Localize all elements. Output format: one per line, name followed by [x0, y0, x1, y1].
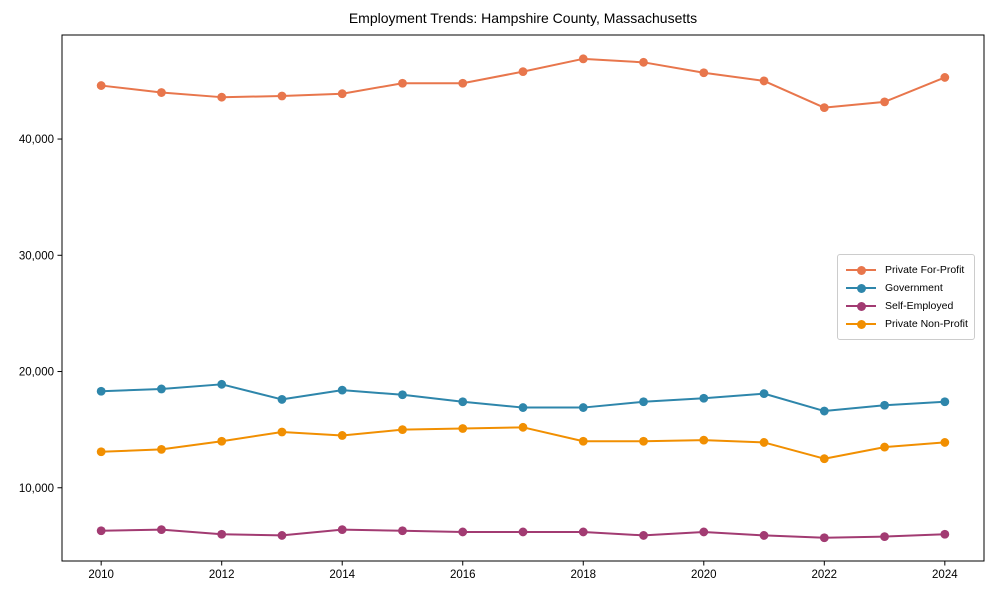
series-line-private-for-profit	[101, 57, 946, 109]
data-point-government-2012	[217, 379, 227, 389]
data-point-self-employed-2011	[157, 525, 166, 535]
legend-item-private-for-profit: Private For-Profit	[846, 261, 966, 279]
data-point-private-for-profit-2019	[639, 57, 648, 67]
legend-item-self-employed: Self-Employed	[846, 297, 966, 315]
data-point-private-for-profit-2010	[96, 81, 106, 90]
data-point-government-2010	[96, 386, 106, 396]
data-point-government-2021	[759, 389, 769, 399]
legend-marker-icon	[846, 283, 876, 293]
legend-label: Private For-Profit	[885, 264, 965, 276]
legend-marker-icon	[846, 265, 876, 275]
data-point-private-non-profit-2014	[337, 431, 347, 440]
data-point-self-employed-2015	[398, 526, 407, 536]
data-point-self-employed-2023	[880, 532, 889, 541]
plot-border	[61, 34, 985, 562]
data-point-private-for-profit-2023	[880, 97, 889, 107]
x-tick-label: 2016	[450, 569, 476, 581]
legend-marker-icon	[846, 301, 876, 311]
x-tick-label: 2020	[691, 569, 717, 581]
legend-label: Private Non-Profit	[885, 318, 968, 330]
data-point-government-2022	[819, 406, 829, 416]
data-point-private-for-profit-2024	[940, 73, 950, 82]
x-tick-label: 2018	[570, 569, 596, 581]
data-point-government-2018	[578, 403, 588, 412]
legend-label: Self-Employed	[885, 300, 954, 312]
data-point-private-for-profit-2011	[157, 88, 166, 97]
y-tick-label: 30,000	[19, 250, 54, 262]
data-point-private-non-profit-2012	[217, 436, 227, 446]
y-tick-label: 20,000	[19, 367, 54, 379]
legend-marker-icon	[846, 319, 876, 329]
data-point-private-for-profit-2021	[759, 76, 769, 86]
data-point-government-2015	[398, 390, 407, 400]
data-point-government-2013	[277, 395, 287, 404]
data-point-self-employed-2019	[639, 531, 648, 540]
data-point-private-for-profit-2012	[217, 92, 227, 102]
data-point-self-employed-2016	[458, 527, 468, 537]
data-point-private-non-profit-2024	[940, 438, 950, 447]
data-point-self-employed-2022	[819, 533, 829, 543]
data-point-self-employed-2010	[96, 526, 106, 536]
data-point-self-employed-2014	[337, 525, 347, 535]
chart-title: Employment Trends: Hampshire County, Mas…	[348, 10, 698, 26]
data-point-private-for-profit-2015	[398, 78, 407, 88]
legend-label: Government	[885, 282, 943, 294]
data-point-private-for-profit-2013	[277, 91, 287, 101]
x-tick-label: 2022	[812, 569, 838, 581]
data-point-self-employed-2021	[759, 531, 769, 540]
data-point-private-non-profit-2022	[819, 454, 829, 464]
legend: Private For-Profit Government Self-Employe…	[837, 254, 975, 340]
x-tick-label: 2012	[209, 569, 235, 581]
legend-item-private-non-profit: Private Non-Profit	[846, 315, 968, 333]
data-point-self-employed-2017	[518, 527, 528, 537]
data-point-government-2020	[699, 393, 709, 403]
data-point-private-for-profit-2020	[699, 68, 709, 78]
data-point-private-non-profit-2019	[639, 436, 648, 446]
data-point-private-for-profit-2016	[458, 78, 468, 88]
data-point-government-2014	[337, 385, 347, 395]
legend-item-government: Government	[846, 279, 966, 297]
data-point-private-for-profit-2014	[337, 89, 347, 99]
data-point-private-non-profit-2018	[578, 436, 588, 446]
data-point-government-2024	[940, 397, 950, 407]
data-point-private-non-profit-2010	[96, 447, 106, 457]
y-tick-label: 40,000	[19, 134, 54, 146]
data-point-self-employed-2020	[699, 527, 709, 537]
data-point-self-employed-2018	[578, 527, 588, 537]
series-line-private-non-profit	[101, 426, 945, 460]
data-point-private-non-profit-2021	[759, 438, 769, 447]
data-point-government-2016	[458, 397, 468, 407]
data-point-private-for-profit-2022	[819, 103, 829, 113]
data-point-self-employed-2012	[217, 529, 227, 539]
x-tick-label: 2014	[329, 569, 355, 581]
data-point-private-non-profit-2015	[398, 425, 407, 435]
data-point-government-2019	[639, 397, 648, 407]
y-tick-label: 10,000	[19, 483, 54, 495]
data-point-self-employed-2013	[277, 531, 287, 540]
x-tick-label: 2010	[88, 569, 114, 581]
data-point-private-non-profit-2023	[880, 442, 889, 452]
data-point-private-for-profit-2017	[518, 67, 528, 77]
data-point-private-non-profit-2013	[277, 427, 287, 437]
data-point-government-2023	[880, 400, 889, 410]
data-point-government-2017	[518, 403, 528, 412]
x-tick-label: 2024	[932, 569, 958, 581]
data-point-private-non-profit-2011	[157, 445, 166, 454]
data-point-self-employed-2024	[940, 529, 950, 539]
data-point-private-non-profit-2016	[458, 424, 468, 433]
data-point-private-non-profit-2020	[699, 435, 709, 445]
data-point-government-2011	[157, 384, 166, 394]
data-point-private-non-profit-2017	[518, 422, 528, 432]
data-point-private-for-profit-2018	[578, 54, 588, 64]
